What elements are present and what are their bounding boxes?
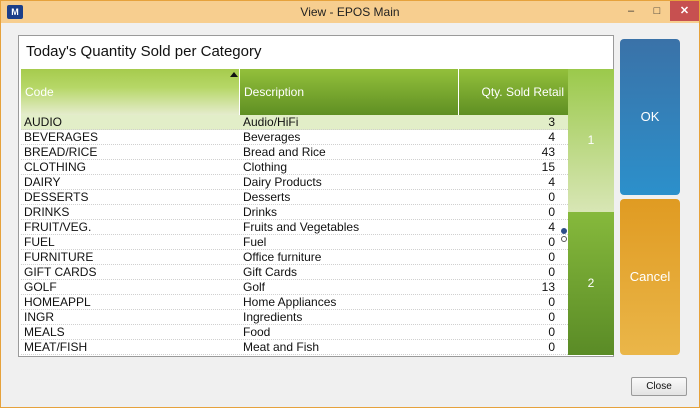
table-row[interactable]: FUEL Fuel 0 — [21, 235, 568, 250]
cell-code: MEAT/FISH — [24, 340, 88, 354]
cell-description: Desserts — [243, 190, 291, 204]
cell-code: FUEL — [24, 235, 55, 249]
cell-description: Ingredients — [243, 310, 303, 324]
table-row[interactable]: AUDIO Audio/HiFi 3 — [21, 115, 568, 130]
cell-code: FURNITURE — [24, 250, 94, 264]
table-row[interactable]: DESSERTS Desserts 0 — [21, 190, 568, 205]
cell-description: Fruits and Vegetables — [243, 220, 360, 234]
cell-qty: 0 — [548, 310, 555, 324]
report-panel: Today's Quantity Sold per Category Code … — [18, 35, 614, 357]
cancel-button[interactable]: Cancel — [620, 199, 680, 355]
cell-code: CLOTHING — [24, 160, 87, 174]
ok-button[interactable]: OK — [620, 39, 680, 195]
page-indicator-dot — [561, 236, 567, 242]
cell-qty: 43 — [541, 145, 555, 159]
cell-qty: 13 — [541, 280, 555, 294]
table-row[interactable]: FURNITURE Office furniture 0 — [21, 250, 568, 265]
cell-qty: 0 — [548, 265, 555, 279]
cell-code: DAIRY — [24, 175, 61, 189]
cell-code: HOMEAPPL — [24, 295, 91, 309]
table-row[interactable]: INGR Ingredients 0 — [21, 310, 568, 325]
cell-qty: 4 — [548, 175, 555, 189]
cell-description: Meat and Fish — [243, 340, 320, 354]
cell-code: BREAD/RICE — [24, 145, 98, 159]
cell-description: Audio/HiFi — [243, 115, 299, 129]
cell-qty: 0 — [548, 190, 555, 204]
title-bar[interactable]: M View - EPOS Main – □ ✕ — [1, 1, 699, 23]
cell-qty: 0 — [548, 205, 555, 219]
page-title: Today's Quantity Sold per Category — [26, 43, 262, 60]
table-row[interactable]: BREAD/RICE Bread and Rice 43 — [21, 145, 568, 160]
cell-code: FRUIT/VEG. — [24, 220, 92, 234]
grid-header: Code Description Qty. Sold Retail — [21, 69, 568, 115]
column-header-description[interactable]: Description — [240, 69, 459, 115]
cell-qty: 3 — [548, 115, 555, 129]
cell-qty: 4 — [548, 130, 555, 144]
cell-code: INGR — [24, 310, 54, 324]
cell-description: Beverages — [243, 130, 301, 144]
table-row[interactable]: BEVERAGES Beverages 4 — [21, 130, 568, 145]
cell-description: Gift Cards — [243, 265, 298, 279]
table-row[interactable]: MEALS Food 0 — [21, 325, 568, 340]
grid-rows: AUDIO Audio/HiFi 3 BEVERAGES Beverages 4 BREAD… — [21, 115, 568, 355]
window-title: View - EPOS Main — [300, 5, 400, 19]
cell-qty: 15 — [541, 160, 555, 174]
cell-description: Drinks — [243, 205, 278, 219]
table-row[interactable]: GOLF Golf 13 — [21, 280, 568, 295]
cell-code: AUDIO — [24, 115, 63, 129]
cell-description: Home Appliances — [243, 295, 337, 309]
sort-up-icon — [230, 72, 238, 77]
page-selector: 1 2 — [568, 69, 614, 355]
page-indicator-dot-active — [561, 228, 567, 234]
cell-description: Dairy Products — [243, 175, 322, 189]
cell-qty: 0 — [548, 250, 555, 264]
page-2-button[interactable]: 2 — [568, 212, 614, 355]
cell-qty: 4 — [548, 220, 555, 234]
column-header-code[interactable]: Code — [21, 69, 240, 115]
table-row[interactable]: FRUIT/VEG. Fruits and Vegetables 4 — [21, 220, 568, 235]
maximize-button[interactable]: □ — [653, 5, 661, 17]
cell-description: Golf — [243, 280, 266, 294]
table-row[interactable]: DAIRY Dairy Products 4 — [21, 175, 568, 190]
cell-qty: 0 — [548, 325, 555, 339]
cell-code: GIFT CARDS — [24, 265, 97, 279]
table-row[interactable]: MEAT/FISH Meat and Fish 0 — [21, 340, 568, 355]
cell-description: Fuel — [243, 235, 267, 249]
cell-description: Office furniture — [243, 250, 322, 264]
cell-code: DRINKS — [24, 205, 70, 219]
cell-code: MEALS — [24, 325, 65, 339]
cell-qty: 0 — [548, 295, 555, 309]
close-button[interactable]: Close — [631, 377, 687, 396]
table-row[interactable]: DRINKS Drinks 0 — [21, 205, 568, 220]
cell-description: Bread and Rice — [243, 145, 326, 159]
cell-code: DESSERTS — [24, 190, 89, 204]
cell-description: Food — [243, 325, 271, 339]
page-1-button[interactable]: 1 — [568, 69, 614, 212]
table-row[interactable]: HOMEAPPL Home Appliances 0 — [21, 295, 568, 310]
app-logo-icon: M — [7, 5, 23, 19]
cell-description: Clothing — [243, 160, 288, 174]
table-row[interactable]: CLOTHING Clothing 15 — [21, 160, 568, 175]
category-grid: Code Description Qty. Sold Retail AUDIO A… — [21, 69, 568, 356]
cell-qty: 0 — [548, 235, 555, 249]
table-row[interactable]: GIFT CARDS Gift Cards 0 — [21, 265, 568, 280]
close-window-button[interactable]: ✕ — [670, 1, 699, 21]
cell-qty: 0 — [548, 340, 555, 354]
cell-code: BEVERAGES — [24, 130, 99, 144]
cell-code: GOLF — [24, 280, 57, 294]
minimize-button[interactable]: – — [627, 5, 635, 17]
column-header-qty[interactable]: Qty. Sold Retail — [459, 69, 568, 115]
